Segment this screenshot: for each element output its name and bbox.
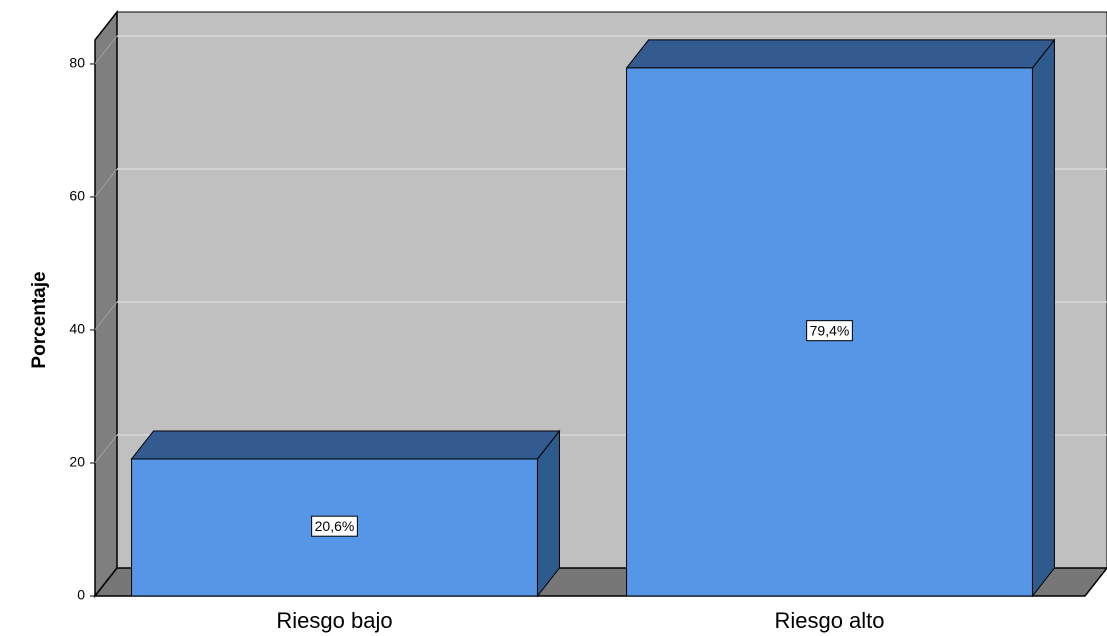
value-label-box xyxy=(806,320,853,342)
bar-side xyxy=(536,429,560,598)
y-tick-label: 60 xyxy=(69,188,85,204)
y-tick-label: 0 xyxy=(77,587,85,603)
x-tick-label: Riesgo alto xyxy=(774,608,884,633)
y-axis-label: Porcentaje xyxy=(29,271,50,368)
bar-top xyxy=(130,430,561,460)
grid-line xyxy=(94,434,118,464)
bar-top xyxy=(625,39,1056,69)
value-label: 20,6% xyxy=(315,518,355,534)
x-tick-label: Riesgo bajo xyxy=(276,608,392,633)
left-wall xyxy=(94,9,118,599)
y-tick-label: 80 xyxy=(69,55,85,71)
value-label-box xyxy=(311,515,358,537)
y-tick-label: 20 xyxy=(69,454,85,470)
grid-line xyxy=(94,168,118,198)
y-tick-label: 40 xyxy=(69,321,85,337)
grid-line xyxy=(94,35,118,65)
grid-line xyxy=(94,301,118,331)
value-label: 79,4% xyxy=(810,323,850,339)
bar-side xyxy=(1031,38,1055,598)
